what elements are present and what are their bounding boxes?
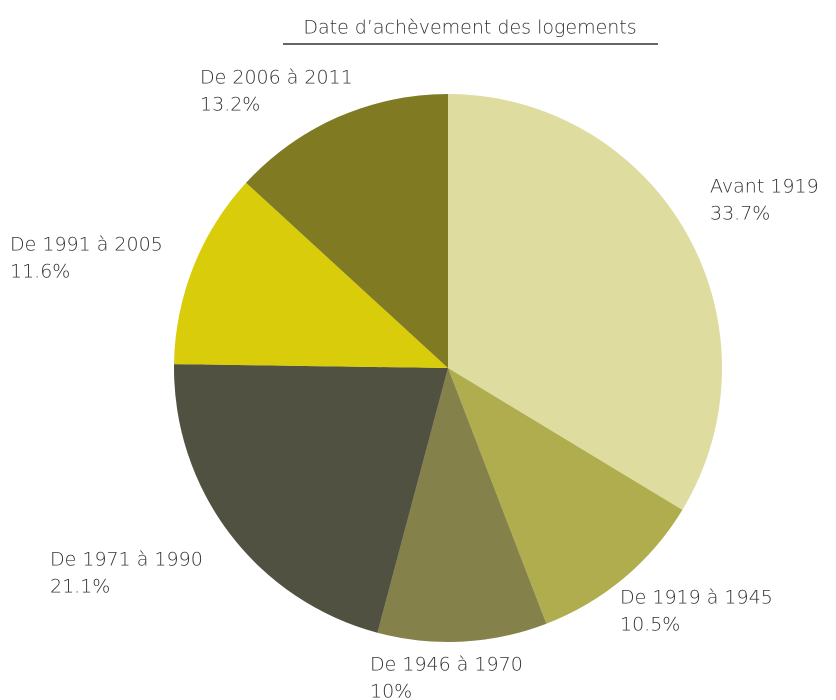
pie-slice	[448, 368, 683, 624]
slice-value-label: 10%	[370, 681, 412, 700]
slice-value-label: 21.1%	[50, 576, 110, 598]
pie-slice	[448, 94, 722, 510]
pie-slice	[377, 368, 547, 642]
pie-slice	[174, 364, 448, 633]
slice-category-label: De 1946 à 1970	[370, 654, 523, 676]
pie-slice	[246, 94, 448, 368]
slice-category-label: De 2006 à 2011	[200, 67, 353, 89]
chart-title: Date d’achèvement des logements	[303, 17, 636, 39]
slice-value-label: 10.5%	[620, 614, 680, 636]
pie-slice	[174, 182, 448, 368]
slice-category-label: De 1919 à 1945	[620, 587, 773, 609]
slice-value-label: 11.6%	[10, 261, 70, 283]
slice-value-label: 33.7%	[710, 203, 770, 225]
slice-category-label: De 1991 à 2005	[10, 234, 163, 256]
slice-category-label: De 1971 à 1990	[50, 549, 203, 571]
slice-value-label: 13.2%	[200, 94, 260, 116]
slice-category-label: Avant 1919	[710, 176, 819, 198]
